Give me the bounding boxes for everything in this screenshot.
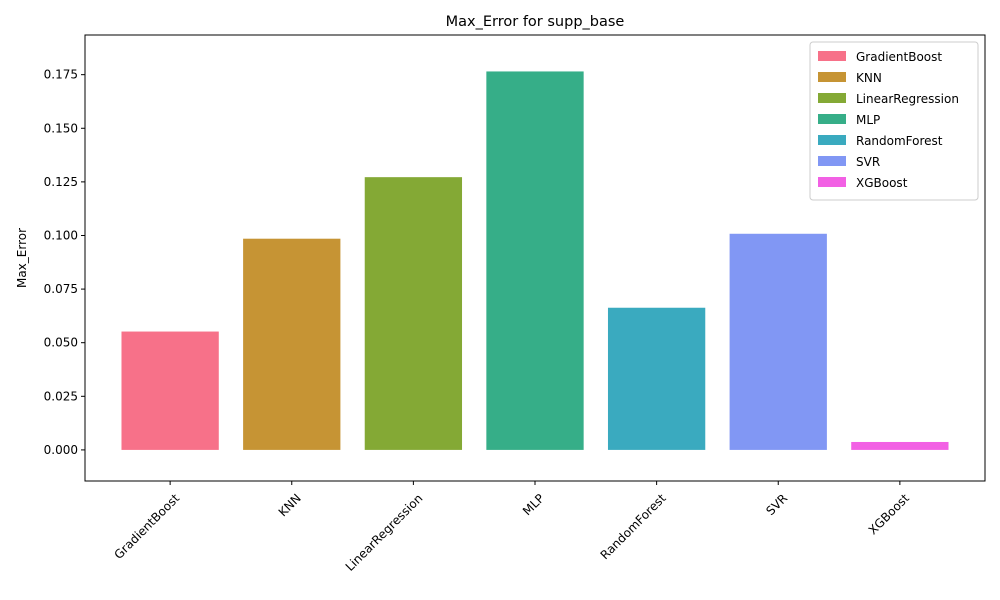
legend-swatch	[818, 114, 846, 124]
x-tick-label: LinearRegression	[343, 491, 426, 574]
y-tick-label: 0.075	[44, 282, 78, 296]
bar-linearregression	[364, 177, 463, 450]
y-tick-label: 0.025	[44, 389, 78, 403]
bar-gradientboost	[121, 331, 219, 450]
y-tick-label: 0.125	[44, 175, 78, 189]
legend-label: KNN	[856, 71, 882, 85]
legend-swatch	[818, 93, 846, 103]
y-axis-ticks: 0.000 0.025 0.050 0.075 0.100 0.125 0.150 0.175	[44, 68, 85, 457]
legend-label: MLP	[856, 113, 880, 127]
bar-randomforest	[607, 307, 706, 450]
bar-svr	[729, 233, 827, 450]
legend-swatch	[818, 156, 846, 166]
legend-swatch	[818, 51, 846, 61]
legend-label: RandomForest	[856, 134, 943, 148]
plot-frame	[84, 34, 986, 482]
legend-label: GradientBoost	[856, 50, 942, 64]
x-tick-label: GradientBoost	[111, 491, 182, 562]
y-tick-label: 0.050	[44, 336, 78, 350]
legend-box	[809, 41, 979, 201]
bar-xgboost	[851, 441, 949, 450]
x-tick-label: XGBoost	[866, 491, 912, 537]
legend-swatch	[818, 135, 846, 145]
legend-label: SVR	[856, 155, 880, 169]
x-tick-label: SVR	[763, 491, 790, 518]
x-axis-ticks: GradientBoost KNN LinearRegression MLP Rando…	[111, 481, 912, 574]
chart-title: Max_Error for supp_base	[446, 14, 625, 30]
bar-mlp	[486, 71, 584, 450]
y-axis-label: Max_Error	[15, 228, 29, 288]
bar-knn	[243, 238, 341, 450]
legend-swatch	[818, 177, 846, 187]
x-tick-label: KNN	[276, 491, 304, 519]
x-tick-label: RandomForest	[598, 491, 669, 562]
bars-group	[121, 71, 949, 450]
legend-label: XGBoost	[856, 176, 908, 190]
y-tick-label: 0.000	[44, 443, 78, 457]
x-tick-label: MLP	[520, 491, 547, 518]
y-tick-label: 0.150	[44, 121, 78, 135]
y-tick-label: 0.100	[44, 228, 78, 242]
legend-label: LinearRegression	[856, 92, 959, 106]
legend: GradientBoost KNN LinearRegression MLP Rando…	[809, 41, 979, 201]
y-tick-label: 0.175	[44, 68, 78, 82]
legend-swatch	[818, 72, 846, 82]
